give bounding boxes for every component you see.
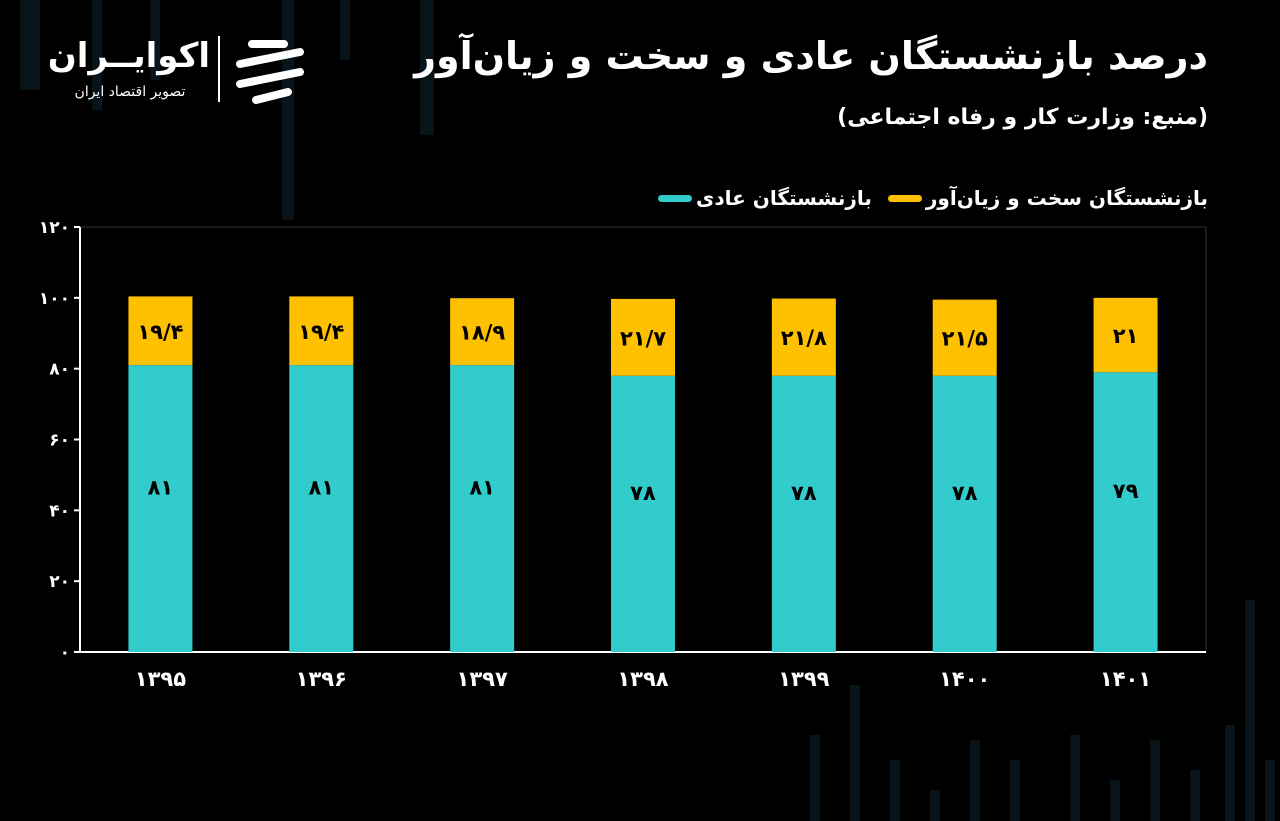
logo-tagline: تصویر اقتصاد ایران xyxy=(74,84,186,100)
bar-normal xyxy=(771,375,836,652)
data-label-hard: ۱۸/۹ xyxy=(459,321,505,345)
background-bar xyxy=(970,740,980,821)
background-bar xyxy=(1265,760,1275,821)
bar-hard xyxy=(611,298,675,376)
legend-label-hard: بازنشستگان سخت و زیان‌آور xyxy=(925,186,1208,210)
bar-hard xyxy=(771,298,836,376)
y-tick-label: ۶۰ xyxy=(49,431,70,451)
background-bar xyxy=(340,0,350,60)
background-bar xyxy=(20,0,40,90)
data-label-normal: ۷۸ xyxy=(791,481,817,505)
background-bar xyxy=(1150,740,1160,821)
background-bar xyxy=(1225,725,1235,821)
x-tick-label: ۱۳۹۹ xyxy=(778,667,829,691)
legend-swatch-normal xyxy=(658,194,693,202)
data-label-hard: ۱۹/۴ xyxy=(137,320,183,344)
legend-item-hard: بازنشستگان سخت و زیان‌آور xyxy=(887,186,1208,210)
bar-normal xyxy=(128,365,193,652)
background-bar xyxy=(1190,770,1200,821)
background-bar xyxy=(420,0,434,135)
bar-hard xyxy=(289,296,354,366)
background-bar xyxy=(1245,600,1255,821)
data-label-normal: ۸۱ xyxy=(469,476,495,500)
background-bar xyxy=(1110,780,1120,821)
background-bar xyxy=(1070,735,1080,821)
background-bar xyxy=(850,685,860,821)
data-label-normal: ۷۸ xyxy=(630,481,656,505)
bar-normal xyxy=(1093,372,1158,652)
background-bar xyxy=(810,735,820,821)
y-tick-label: ۱۰۰ xyxy=(39,289,70,309)
data-label-normal: ۸۱ xyxy=(308,476,334,500)
y-tick-label: ۰ xyxy=(60,643,70,663)
data-label-hard: ۱۹/۴ xyxy=(298,320,344,344)
bar-normal xyxy=(611,375,675,652)
x-tick-label: ۱۴۰۰ xyxy=(939,667,990,691)
bar-normal xyxy=(932,375,997,652)
data-label-hard: ۲۱/۸ xyxy=(781,326,827,350)
legend-swatch-hard xyxy=(887,194,922,202)
data-label-hard: ۲۱ xyxy=(1113,324,1139,348)
x-tick-label: ۱۳۹۵ xyxy=(135,667,186,691)
logo-divider xyxy=(218,36,220,102)
brand-logo: اکوایــران تصویر اقتصاد ایران xyxy=(47,30,312,110)
logo-name: اکوایــران xyxy=(47,36,210,76)
x-tick-label: ۱۳۹۸ xyxy=(617,667,668,691)
y-tick-label: ۲۰ xyxy=(49,572,70,592)
bar-normal xyxy=(450,365,515,652)
data-label-hard: ۲۱/۷ xyxy=(620,326,666,350)
data-label-normal: ۷۸ xyxy=(952,481,978,505)
background-bar xyxy=(150,0,160,80)
chart-title: درصد بازنشستگان عادی و سخت و زیان‌آور xyxy=(414,34,1208,78)
data-label-hard: ۲۱/۵ xyxy=(942,327,988,351)
legend-label-normal: بازنشستگان عادی xyxy=(696,186,872,210)
y-tick-label: ۴۰ xyxy=(49,501,70,521)
background-bar xyxy=(92,0,102,110)
chart-source: (منبع: وزارت کار و رفاه اجتماعی) xyxy=(837,105,1208,130)
data-label-normal: ۸۱ xyxy=(148,476,174,500)
bar-hard xyxy=(450,298,515,366)
y-tick-label: ۸۰ xyxy=(49,360,70,380)
background-bar xyxy=(890,760,900,821)
legend-item-normal: بازنشستگان عادی xyxy=(658,186,872,210)
logo-mark-icon xyxy=(236,40,304,104)
x-tick-label: ۱۴۰۱ xyxy=(1100,667,1151,691)
bar-hard xyxy=(932,299,997,376)
background-bar xyxy=(930,790,940,821)
y-tick-label: ۱۲۰ xyxy=(39,218,70,238)
chart-legend: بازنشستگان عادی بازنشستگان سخت و زیان‌آو… xyxy=(658,186,1208,210)
x-tick-label: ۱۳۹۶ xyxy=(296,667,347,691)
x-tick-label: ۱۳۹۷ xyxy=(457,667,508,691)
background-bar xyxy=(1010,760,1020,821)
bar-hard xyxy=(128,296,193,366)
bar-normal xyxy=(289,365,354,652)
bar-hard xyxy=(1093,297,1158,373)
data-label-normal: ۷۹ xyxy=(1113,479,1139,503)
